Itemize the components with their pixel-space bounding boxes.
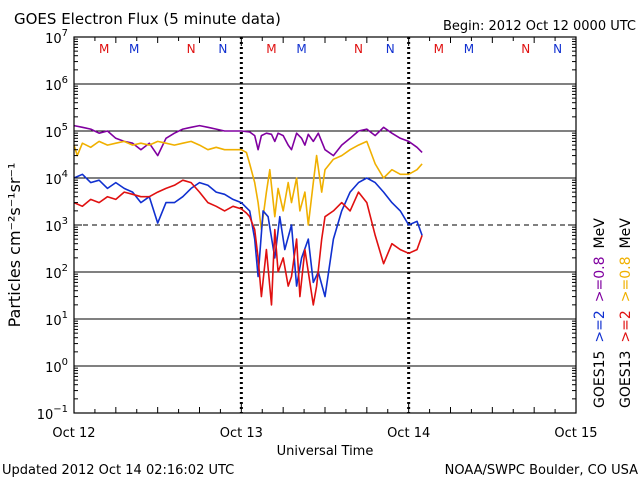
y-tick-base: 10 [45,173,62,188]
legend-entry: MeV [618,218,634,249]
legend-entry: >=0.8 [592,256,608,302]
satellite-marker: N [354,42,363,56]
y-tick-base: 10 [45,220,62,235]
x-tick-label: Oct 15 [554,426,597,441]
x-tick-label: Oct 13 [220,426,263,441]
chart-title: GOES Electron Flux (5 minute data) [14,10,281,28]
legend: GOES15 >=2 >=0.8 MeV GOES13 >=2 >=0.8 MeV [592,218,634,408]
y-tick-base: 10 [45,32,62,47]
satellite-marker: N [386,42,395,56]
y-tick-exponent: 1 [62,310,68,321]
y-tick-base: 10 [37,408,54,423]
x-axis-ticks: Oct 12 Oct 13 Oct 14 Oct 15 [52,37,598,441]
y-tick-exponent: 5 [62,122,68,133]
y-tick-label: 106 [45,75,68,94]
x-axis-label: Universal Time [277,444,374,459]
y-tick-label: 105 [45,122,68,141]
satellite-marker: N [187,42,196,56]
series-line [73,124,423,157]
x-tick-label: Oct 12 [52,426,95,441]
satellite-marker: M [99,42,109,56]
y-tick-label: 107 [45,28,68,47]
y-tick-label: 104 [45,169,68,188]
y-tick-base: 10 [45,79,62,94]
y-tick-label: 10−1 [37,404,68,423]
satellite-marker: M [296,42,306,56]
y-tick-label: 101 [45,310,68,329]
x-tick-label: Oct 14 [387,426,430,441]
legend-entry: >=2 [618,310,634,342]
satellite-marker: M [266,42,276,56]
y-tick-label: 100 [45,357,68,376]
legend-entry: >=2 [592,310,608,342]
satellite-marker: N [553,42,562,56]
y-tick-exponent: 0 [62,357,68,368]
y-tick-exponent: 2 [62,263,68,274]
legend-entry: MeV [592,218,608,249]
y-tick-exponent: 7 [62,28,68,39]
legend-entry: GOES15 [592,351,608,408]
begin-date-label: Begin: 2012 Oct 12 0000 UTC [443,19,636,34]
y-tick-exponent: 4 [62,169,68,180]
satellite-marker: M [129,42,139,56]
legend-entry: >=0.8 [618,256,634,302]
y-tick-exponent: 6 [62,75,68,86]
series-line [73,179,423,306]
credit-label: NOAA/SWPC Boulder, CO USA [445,463,638,478]
satellite-marker: M [434,42,444,56]
legend-entry: GOES13 [618,351,634,408]
y-tick-label: 103 [45,216,68,235]
grid-layer [74,37,576,413]
updated-timestamp: Updated 2012 Oct 14 02:16:02 UTC [2,463,234,478]
y-tick-base: 10 [45,314,62,329]
y-axis-label: Particles cm⁻²s⁻¹sr⁻¹ [5,163,24,328]
satellite-marker: N [218,42,227,56]
y-tick-label: 102 [45,263,68,282]
y-tick-base: 10 [45,361,62,376]
series-line [73,173,423,298]
y-tick-exponent: 3 [62,216,68,227]
y-tick-base: 10 [45,267,62,282]
satellite-marker: N [521,42,530,56]
y-tick-exponent: −1 [53,404,68,415]
y-tick-base: 10 [45,126,62,141]
satellite-marker: M [464,42,474,56]
series-layer [73,124,423,306]
